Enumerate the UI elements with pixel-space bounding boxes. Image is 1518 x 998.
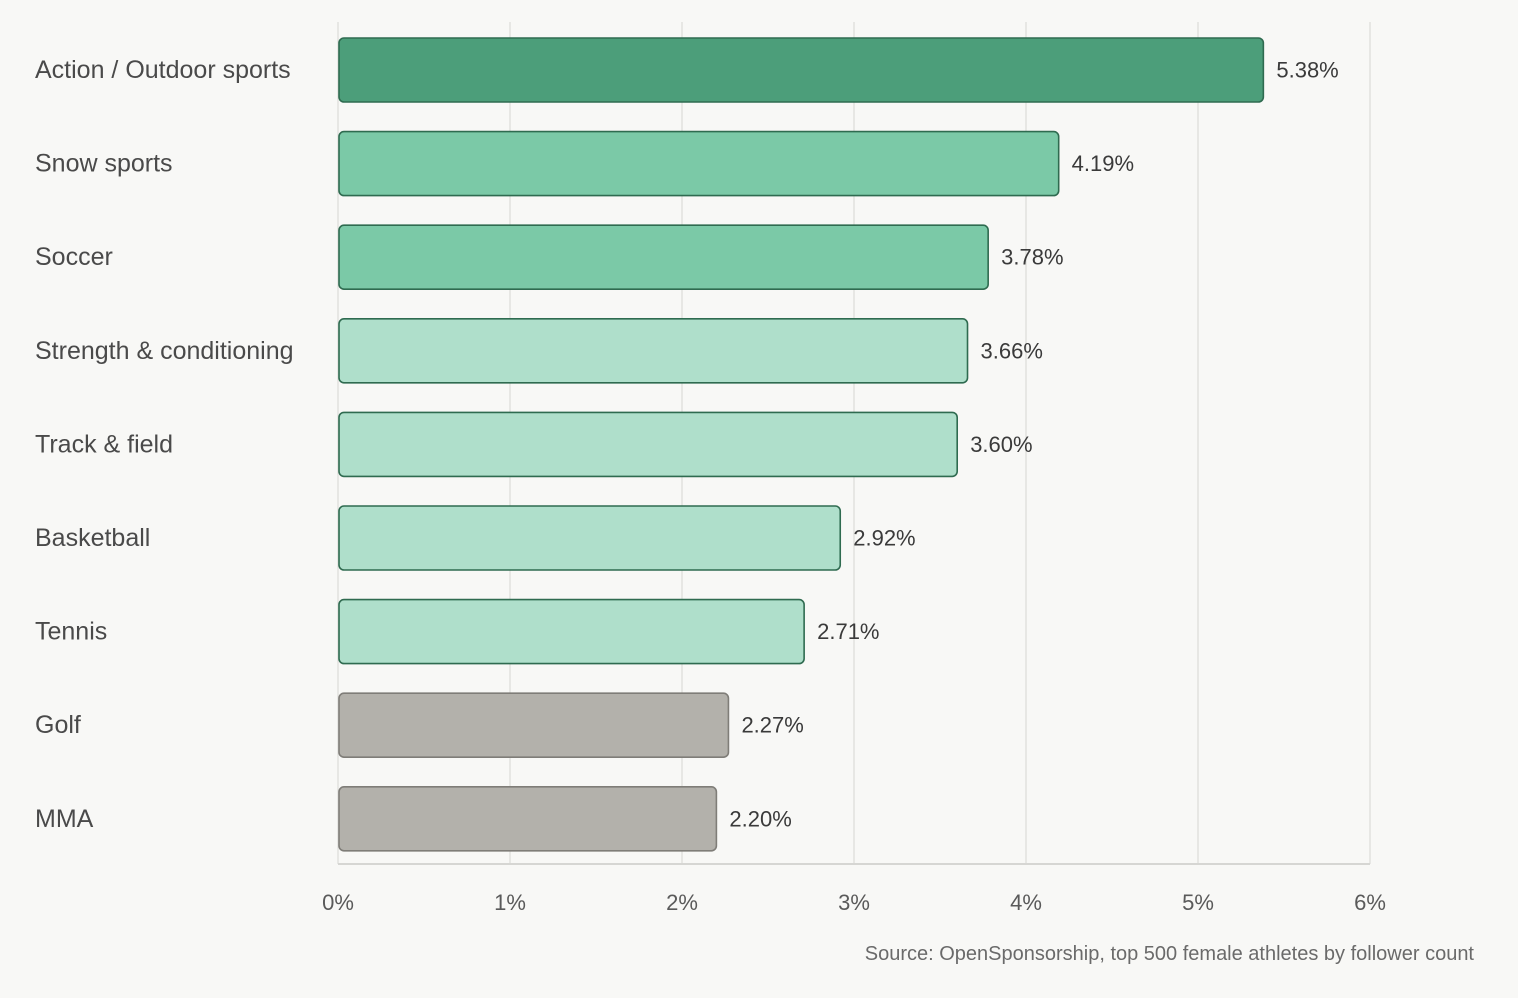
value-label: 3.66% — [981, 338, 1043, 363]
bar — [338, 411, 959, 478]
bars — [338, 37, 1265, 852]
value-label: 2.20% — [729, 806, 791, 831]
bar — [338, 598, 805, 665]
x-tick-label: 2% — [666, 890, 698, 915]
x-tick-label: 1% — [494, 890, 526, 915]
bar — [338, 224, 989, 290]
x-tick-label: 5% — [1182, 890, 1214, 915]
category-label: MMA — [35, 805, 94, 833]
bar — [338, 37, 1265, 103]
bar — [338, 130, 1060, 197]
value-label: 3.60% — [970, 432, 1032, 457]
bar — [338, 505, 842, 571]
labels: Action / Outdoor sports 5.38% Snow sports 4… — [35, 56, 1339, 833]
x-tick-label: 6% — [1354, 890, 1386, 915]
value-label: 2.27% — [741, 713, 803, 738]
x-tick-label: 4% — [1010, 890, 1042, 915]
bar — [338, 692, 730, 759]
bar — [338, 317, 969, 384]
value-label: 2.71% — [817, 619, 879, 644]
bar — [338, 785, 718, 852]
category-label: Soccer — [35, 243, 113, 271]
x-tick-label: 0% — [322, 890, 354, 915]
category-label: Action / Outdoor sports — [35, 56, 291, 84]
category-label: Tennis — [35, 618, 107, 646]
value-label: 4.19% — [1072, 151, 1134, 176]
x-tick-label: 3% — [838, 890, 870, 915]
value-label: 3.78% — [1001, 245, 1063, 270]
category-label: Basketball — [35, 524, 150, 552]
value-label: 2.92% — [853, 526, 915, 551]
source-note: Source: OpenSponsorship, top 500 female … — [865, 943, 1475, 965]
category-label: Track & field — [35, 430, 173, 458]
value-label: 5.38% — [1276, 58, 1338, 83]
x-axis: 0% 1% 2% 3% 4% 5% 6% — [322, 863, 1386, 915]
category-label: Strength & conditioning — [35, 337, 294, 365]
category-label: Snow sports — [35, 150, 173, 178]
category-label: Golf — [35, 711, 81, 739]
